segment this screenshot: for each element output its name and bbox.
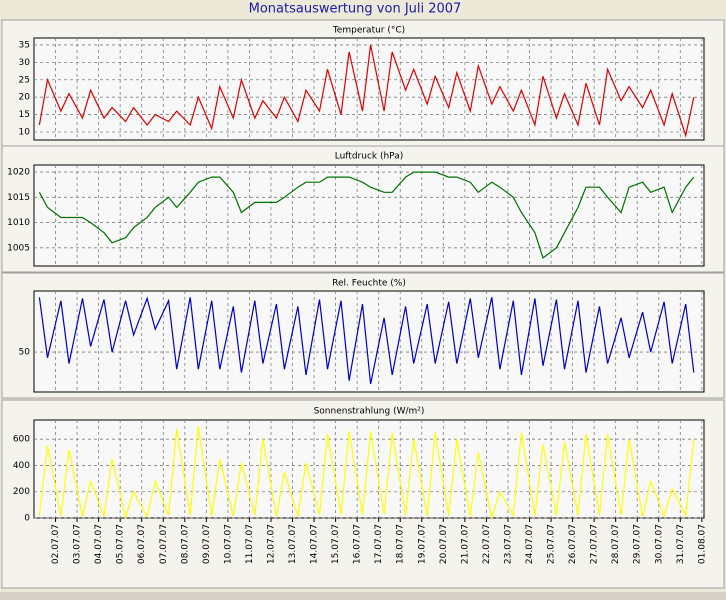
- x-tick-label: 28.07.07: [611, 524, 621, 564]
- x-tick-label: 21.07.07: [460, 524, 470, 564]
- plot-area: [33, 290, 705, 393]
- data-line: [38, 425, 695, 520]
- data-line: [38, 44, 695, 138]
- x-tick-label: 01.08.07: [697, 524, 707, 564]
- y-tick-label: 20: [19, 93, 31, 103]
- data-line: [38, 171, 695, 259]
- panel-title: Rel. Feuchte (%): [332, 279, 406, 289]
- y-tick-label: 35: [19, 40, 30, 50]
- y-tick-label: 1020: [7, 168, 30, 178]
- plot-area: [33, 419, 705, 519]
- x-tick-label: 05.07.07: [116, 524, 126, 564]
- x-tick-label: 03.07.07: [73, 524, 83, 564]
- x-tick-label: 04.07.07: [94, 524, 104, 564]
- panel-title: Sonnenstrahlung (W/m²): [314, 407, 425, 417]
- main-title: Monatsauswertung von Juli 2007: [249, 2, 462, 17]
- x-tick-label: 12.07.07: [266, 524, 276, 564]
- x-tick-label: 22.07.07: [482, 524, 492, 564]
- y-tick-label: 1010: [7, 218, 30, 228]
- y-tick-label: 25: [19, 75, 30, 85]
- y-tick-label: 1005: [7, 243, 30, 253]
- x-tick-label: 09.07.07: [202, 524, 212, 564]
- x-tick-label: 30.07.07: [654, 524, 664, 564]
- y-tick-label: 600: [13, 435, 30, 445]
- x-tick-label: 18.07.07: [396, 524, 406, 564]
- x-tick-label: 06.07.07: [137, 524, 147, 564]
- panel-title: Temperatur (°C): [332, 26, 405, 36]
- status-strip: [0, 592, 726, 600]
- y-tick-label: 15: [19, 110, 30, 120]
- y-tick-label: 400: [13, 461, 30, 471]
- x-tick-label: 02.07.07: [51, 524, 61, 564]
- x-tick-label: 07.07.07: [159, 524, 169, 564]
- y-tick-label: 10: [19, 127, 31, 137]
- x-tick-label: 29.07.07: [633, 524, 643, 564]
- x-tick-label: 13.07.07: [288, 524, 298, 564]
- x-tick-label: 16.07.07: [353, 524, 363, 564]
- data-line: [38, 296, 695, 385]
- plot-area: [33, 164, 705, 267]
- x-tick-label: 27.07.07: [590, 524, 600, 564]
- x-tick-label: 24.07.07: [525, 524, 535, 564]
- y-tick-label: 1015: [7, 193, 30, 203]
- x-tick-label: 20.07.07: [439, 524, 449, 564]
- x-tick-label: 14.07.07: [310, 524, 320, 564]
- x-tick-label: 31.07.07: [676, 524, 686, 564]
- x-tick-label: 19.07.07: [417, 524, 427, 564]
- x-tick-label: 15.07.07: [331, 524, 341, 564]
- x-tick-label: 26.07.07: [568, 524, 578, 564]
- x-tick-label: 17.07.07: [374, 524, 384, 564]
- y-tick-label: 50: [19, 348, 31, 358]
- y-tick-label: 0: [24, 514, 30, 524]
- x-tick-label: 25.07.07: [547, 524, 557, 564]
- x-tick-label: 23.07.07: [503, 524, 513, 564]
- x-tick-label: 11.07.07: [245, 524, 255, 564]
- x-tick-label: 08.07.07: [180, 524, 190, 564]
- y-tick-label: 30: [19, 58, 31, 68]
- panel-title: Luftdruck (hPa): [335, 152, 404, 162]
- y-tick-label: 200: [13, 487, 30, 497]
- x-tick-label: 10.07.07: [223, 524, 233, 564]
